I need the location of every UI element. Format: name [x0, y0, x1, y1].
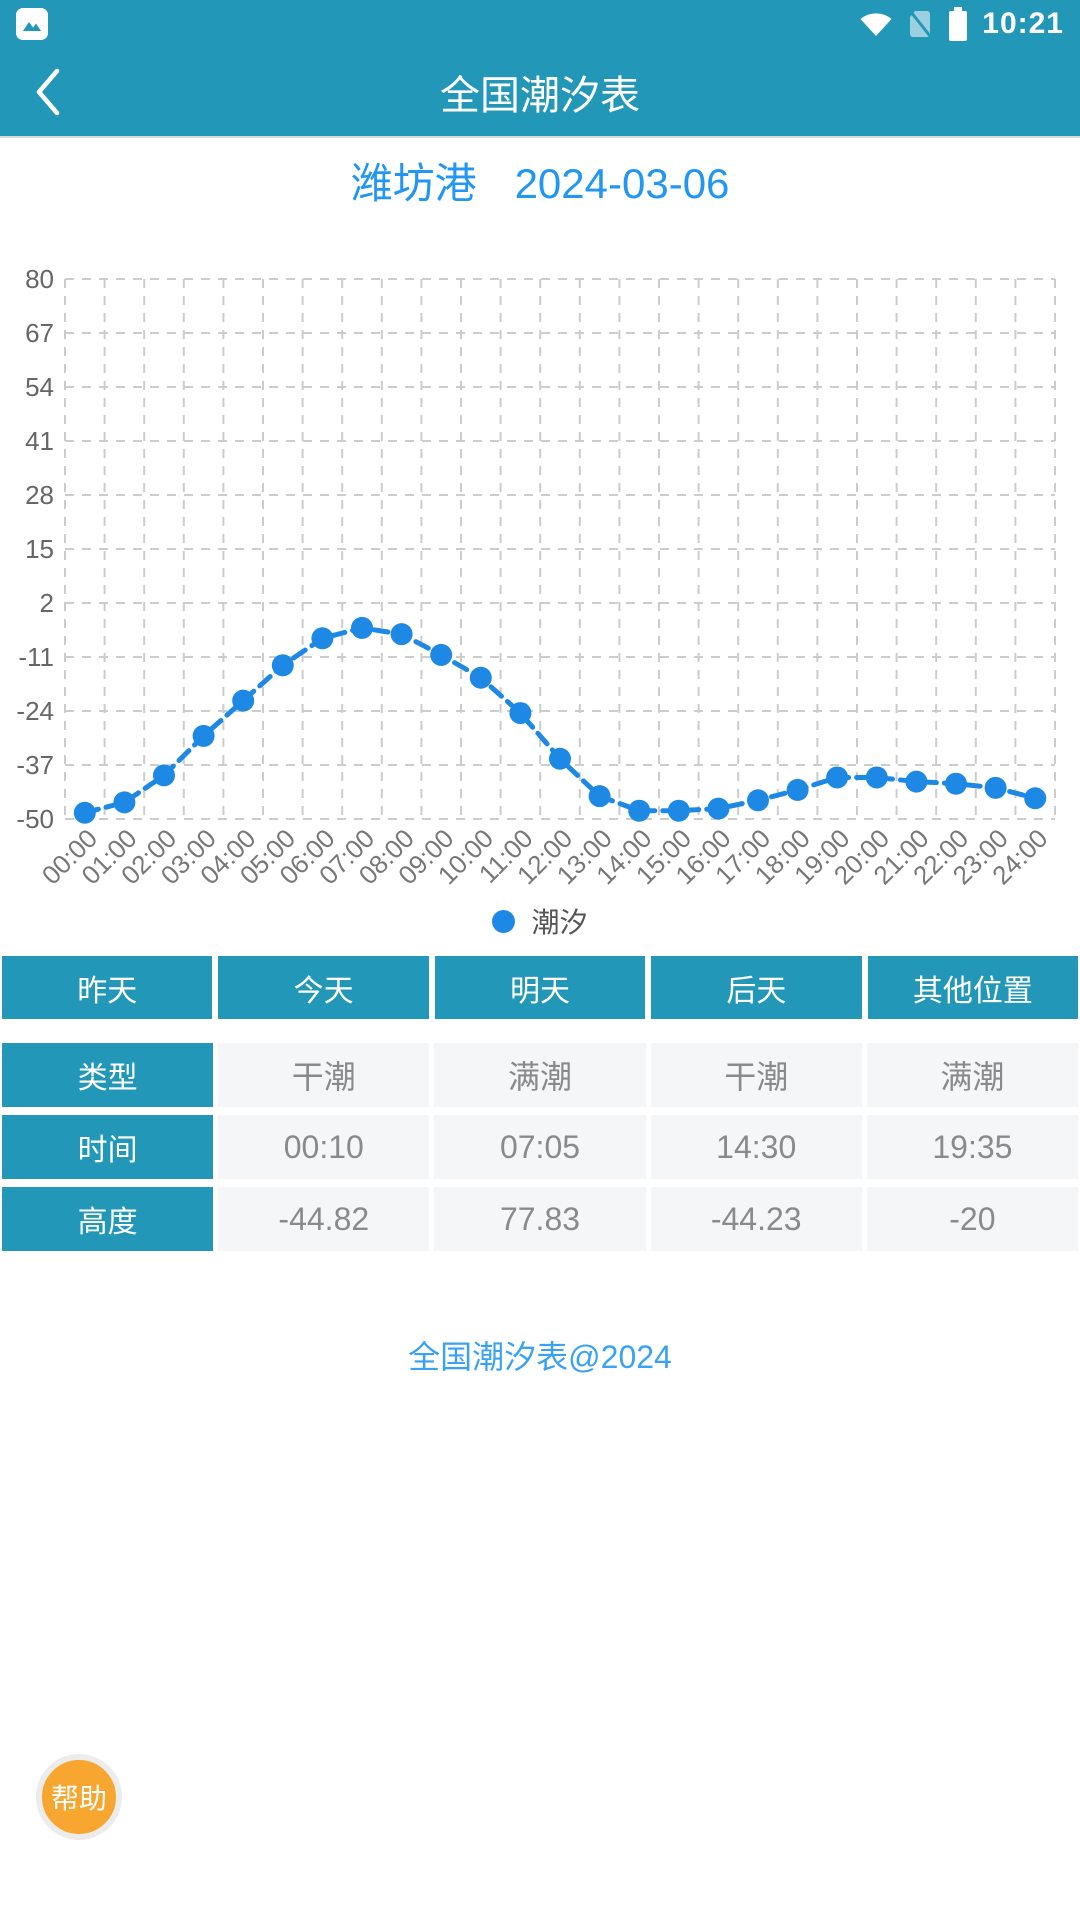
tab-day-after[interactable]: 后天	[651, 956, 862, 1019]
tide-height-cell: 77.83	[434, 1187, 646, 1251]
app-bar: 全国潮汐表	[0, 48, 1080, 138]
chart-data-point[interactable]	[945, 772, 967, 795]
row-header-height: 高度	[2, 1187, 214, 1251]
tide-time-cell: 14:30	[650, 1115, 862, 1179]
tide-type-cell: 满潮	[434, 1043, 646, 1107]
legend-dot-icon	[492, 909, 516, 933]
svg-text:67: 67	[25, 318, 54, 348]
chart-data-point[interactable]	[113, 791, 136, 814]
tide-table: 类型 干潮 满潮 干潮 满潮 时间 00:10 07:05 14:30 19:35 高度 -44.82…	[2, 1043, 1078, 1251]
legend-label: 潮汐	[531, 907, 588, 938]
chart-data-point[interactable]	[667, 799, 690, 822]
chart-data-point[interactable]	[73, 801, 96, 824]
chart-data-point[interactable]	[865, 766, 888, 789]
chart-data-point[interactable]	[588, 785, 611, 808]
chart-data-point[interactable]	[232, 689, 255, 712]
tab-other-locations[interactable]: 其他位置	[867, 956, 1079, 1019]
chart-data-point[interactable]	[430, 643, 453, 666]
svg-text:-11: -11	[18, 642, 54, 672]
day-tabs: 昨天 今天 明天 后天 其他位置	[2, 956, 1079, 1019]
x-axis-labels: 00:0001:0002:0003:0004:0005:0006:0007:00…	[36, 823, 1054, 890]
tide-height-cell: -20	[866, 1187, 1078, 1251]
y-axis-labels: 80 67 54 41 28 15 2 -11 -24 -37 -50	[16, 264, 54, 834]
tab-today[interactable]: 今天	[218, 956, 429, 1019]
chart-data-point[interactable]	[984, 776, 1007, 799]
svg-text:-37: -37	[16, 750, 54, 780]
tide-date: 2024-03-06	[514, 160, 730, 207]
chart-data-point[interactable]	[192, 724, 215, 747]
chevron-left-icon	[36, 68, 60, 116]
row-header-type: 类型	[2, 1043, 214, 1107]
chart-data-point[interactable]	[628, 799, 651, 822]
svg-text:54: 54	[25, 372, 54, 402]
svg-text:-24: -24	[16, 696, 54, 726]
station-name: 潍坊港	[350, 160, 477, 207]
tab-tomorrow[interactable]: 明天	[434, 956, 646, 1019]
chart-grid	[64, 278, 1056, 820]
tide-type-cell: 干潮	[650, 1043, 862, 1107]
chart-data-point[interactable]	[747, 789, 769, 812]
chart-data-point[interactable]	[549, 747, 571, 770]
chart-data-point[interactable]	[390, 623, 413, 646]
chart-subtitle: 潍坊港 2024-03-06	[0, 150, 1080, 211]
tide-time-cell: 07:05	[434, 1115, 646, 1179]
chart-data-point[interactable]	[469, 666, 492, 689]
row-header-time: 时间	[2, 1115, 214, 1179]
tide-time-cell: 19:35	[866, 1115, 1078, 1179]
battery-icon	[949, 7, 968, 41]
chart-data-point[interactable]	[271, 654, 294, 677]
svg-text:80: 80	[25, 264, 54, 294]
tide-chart: 80 67 54 41 28 15 2 -11 -24 -37 -5000:0001:0002:00…	[16, 264, 1056, 890]
status-bar: 10:21	[0, 0, 1080, 48]
svg-text:28: 28	[25, 480, 54, 510]
chart-data-point[interactable]	[351, 616, 373, 639]
svg-text:15: 15	[25, 534, 54, 564]
tide-line	[82, 625, 1038, 816]
no-sim-icon	[910, 11, 932, 37]
chart-data-point[interactable]	[826, 766, 849, 789]
help-button[interactable]: 帮助	[36, 1754, 122, 1840]
chart-data-point[interactable]	[509, 702, 532, 725]
chart-legend[interactable]: 潮汐	[0, 902, 1080, 940]
photo-icon	[16, 8, 48, 40]
tide-type-cell: 满潮	[866, 1043, 1078, 1107]
chart-data-point[interactable]	[786, 778, 809, 801]
chart-data-point[interactable]	[707, 797, 730, 820]
page-title: 全国潮汐表	[440, 74, 640, 118]
help-button-label: 帮助	[50, 1783, 107, 1814]
chart-data-point[interactable]	[905, 770, 928, 793]
back-button[interactable]	[14, 48, 84, 136]
tide-height-cell: -44.23	[650, 1187, 862, 1251]
svg-text:41: 41	[25, 426, 54, 456]
chart-data-point[interactable]	[1024, 787, 1047, 810]
tide-height-cell: -44.82	[218, 1187, 430, 1251]
wifi-icon	[860, 13, 892, 36]
tide-type-cell: 干潮	[218, 1043, 430, 1107]
chart-data-point[interactable]	[153, 764, 175, 787]
footer-credit: 全国潮汐表@2024	[408, 1339, 672, 1375]
svg-text:2: 2	[40, 588, 54, 618]
tab-yesterday[interactable]: 昨天	[2, 956, 213, 1019]
chart-data-point[interactable]	[311, 627, 334, 650]
svg-text:-50: -50	[16, 804, 54, 834]
clock-time: 10:21	[982, 7, 1064, 40]
tide-time-cell: 00:10	[218, 1115, 430, 1179]
